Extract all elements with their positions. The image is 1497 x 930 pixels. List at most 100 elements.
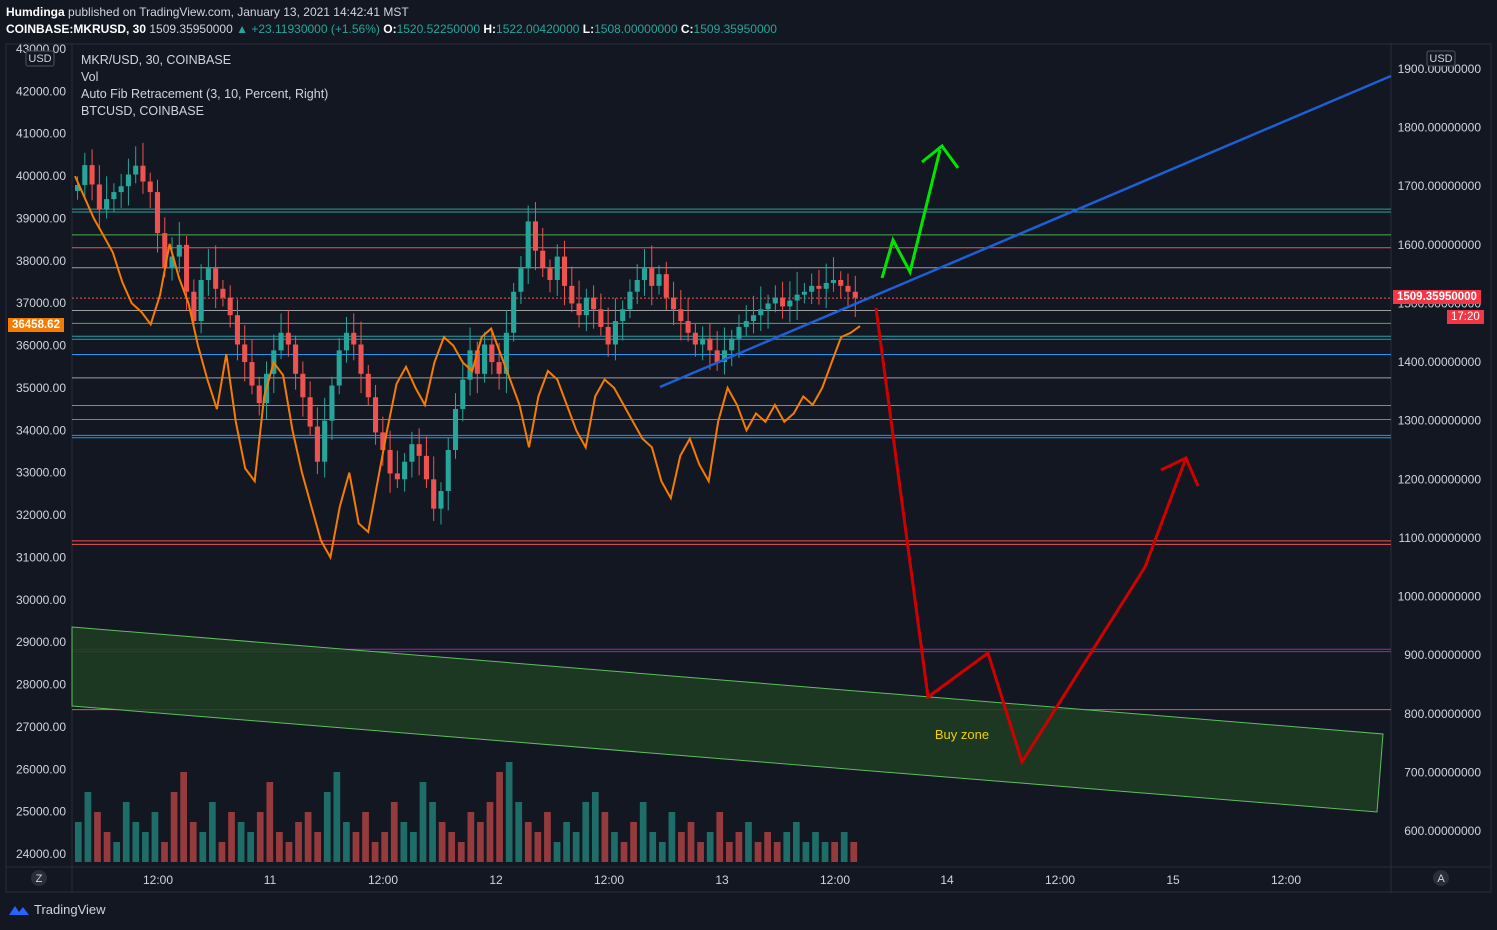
time-axis-tick-label: 12:00 [1045,873,1075,887]
buy-zone-label-layer: Buy zone [935,727,989,742]
volume-bar [151,812,159,862]
candle-body [104,199,110,210]
time-axis-tick-label: 14 [940,873,954,887]
candle-body [234,315,240,345]
candle-body [583,297,589,316]
left-axis-tick-label: 38000.00 [16,254,66,268]
time-axis-tick-label: 12:00 [820,873,850,887]
drawings[interactable] [659,74,1392,766]
left-axis-tick-label: 32000.00 [16,508,66,522]
volume-bars [75,762,858,862]
candle-body [620,309,626,322]
volume-bar [256,812,264,862]
volume-bar [132,822,140,862]
volume-bar [381,832,389,862]
footer-brand[interactable]: TradingView [8,902,106,917]
left-axis-tick-label: 27000.00 [16,720,66,734]
candle-body [678,309,684,322]
volume-bar [333,772,341,862]
volume-bar [611,832,618,862]
candle-body [133,165,139,175]
legend-main-series[interactable]: MKR/USD, 30, COINBASE [81,53,232,67]
volume-bar [850,842,858,862]
candle-body [852,291,858,298]
volume-bar [170,792,178,862]
left-currency-badge: USD [25,50,55,67]
btc-overlay-layer [74,175,861,561]
legend-volume[interactable]: Vol [81,70,99,84]
candle-body [343,332,350,351]
volume-bar [113,842,120,862]
volume-bar [161,842,168,862]
high-label: H: [483,22,497,36]
left-axis-tick-label: 28000.00 [16,678,66,692]
candle-body [452,408,459,450]
volume-bar [601,812,609,862]
bearish-path-arrow[interactable] [874,307,1188,766]
volume-bar [582,802,590,862]
candle-body [758,309,764,316]
time-axis[interactable]: 12:00 11 12:00 12 12:00 13 12:00 14 12:00 15 12:00… [31,870,1449,887]
volume-bar [678,832,685,862]
candle-body [307,397,313,427]
svg-text:A: A [1437,873,1445,885]
volume-bar [180,772,188,862]
publisher-name[interactable]: Humdinga [6,5,65,19]
open-value: 1520.52250000 [396,22,480,36]
volume-bar [400,822,408,862]
volume-bar [438,822,446,862]
left-axis-tick-label: 31000.00 [16,550,66,564]
volume-bar [706,832,714,862]
brand-name: TradingView [34,902,106,917]
log-scale-toggle[interactable]: Z [31,870,47,886]
left-axis-tick-label: 26000.00 [16,762,66,776]
close-label: C: [680,22,694,36]
volume-bar [773,842,781,862]
legend-fib[interactable]: Auto Fib Retracement (3, 10, Percent, Ri… [81,87,329,101]
buy-zone-channel[interactable] [71,626,1384,813]
right-price-axis[interactable]: 1900.00000000 1800.00000000 1700.00000000 1… [1398,50,1482,838]
candle-body [503,332,509,374]
candle-body [525,221,531,269]
candle-body [700,338,706,345]
candle-body [707,338,713,351]
candle-body [547,268,553,281]
volume-bar [821,842,829,862]
candle-body [96,184,102,210]
volume-bar [697,842,704,862]
volume-bar [668,812,676,862]
time-axis-tick-label: 12:00 [368,873,398,887]
candle-body [772,297,778,304]
right-axis-tick-label: 1000.00000000 [1398,590,1482,604]
left-axis-tick-label: 41000.00 [16,127,66,141]
left-price-axis[interactable]: 43000.0042000.0041000.0040000.0039000.00… [16,42,66,861]
candle-body [118,186,124,193]
chart-header: Humdinga published on TradingView.com, J… [6,4,777,38]
volume-bar [630,822,637,862]
volume-bar [783,832,791,862]
last-price: 1509.35950000 [149,22,233,36]
volume-bar [247,832,255,862]
volume-bar [515,802,523,862]
volume-bar [534,832,542,862]
candle-body [336,350,342,386]
volume-bar [802,842,810,862]
candle-body [685,321,691,333]
candle-body [714,350,720,363]
volume-bar [591,792,599,862]
trendline-blue[interactable] [659,74,1392,389]
volume-bar [84,792,92,862]
volume-bar [209,802,216,862]
bullish-path-arrow[interactable] [880,149,942,279]
candle-body [198,280,204,322]
volume-bar [477,822,484,862]
right-axis-tick-label: 1300.00000000 [1398,414,1482,428]
legend-btc-overlay[interactable]: BTCUSD, COINBASE [81,104,204,118]
auto-scale-toggle[interactable]: A [1433,870,1449,886]
candle-body [329,385,335,421]
right-axis-tick-label: 800.00000000 [1404,707,1481,721]
candle-body [743,321,749,327]
left-axis-tick-label: 25000.00 [16,805,66,819]
volume-bar [754,842,762,862]
